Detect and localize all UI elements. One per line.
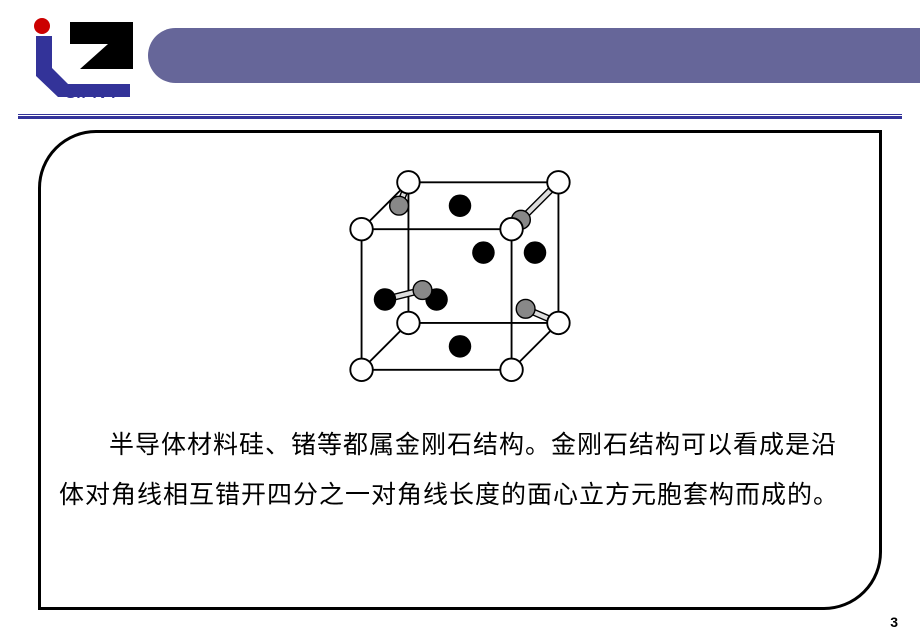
logo: SIPIVT xyxy=(18,14,146,106)
logo-black-shape xyxy=(70,22,133,69)
content-frame: 半导体材料硅、锗等都属金刚石结构。金刚石结构可以看成是沿体对角线相互错开四分之一… xyxy=(38,130,882,610)
logo-red-dot xyxy=(34,18,50,34)
page-number: 3 xyxy=(890,614,898,630)
crystal-diagram xyxy=(310,141,610,411)
body-text: 半导体材料硅、锗等都属金刚石结构。金刚石结构可以看成是沿体对角线相互错开四分之一… xyxy=(59,421,861,521)
header-bar xyxy=(148,28,920,83)
divider xyxy=(18,114,902,119)
logo-text: SIPIVT xyxy=(66,85,120,102)
crystal-svg xyxy=(310,141,610,411)
